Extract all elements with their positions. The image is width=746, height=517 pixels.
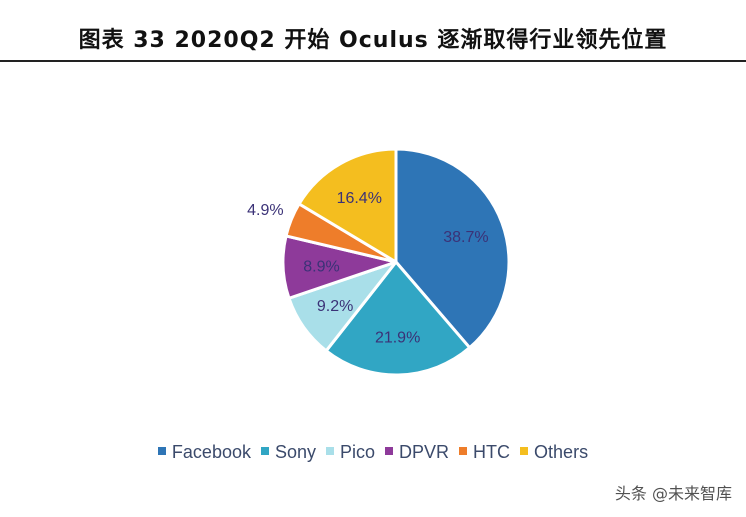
legend-item-htc: HTC [459, 442, 510, 463]
pie-slice-sony [324, 260, 472, 377]
chart-legend: Facebook Sony Pico DPVR HTC Others [0, 442, 746, 463]
data-label-htc: 4.9% [247, 202, 283, 219]
legend-label-pico: Pico [340, 442, 376, 462]
legend-swatch-pico [326, 447, 335, 456]
legend-label-htc: HTC [473, 442, 511, 462]
figure-title: 图表 33 2020Q2 开始 Oculus 逐渐取得行业领先位置 [78, 28, 668, 53]
legend-label-others: Others [534, 442, 589, 462]
data-label-facebook: 38.7% [443, 229, 488, 246]
data-label-others: 16.4% [337, 190, 382, 207]
legend-item-pico: Pico [326, 442, 375, 463]
legend-swatch-facebook [157, 447, 166, 456]
legend-item-facebook: Facebook [157, 442, 251, 463]
legend-item-dpvr: DPVR [385, 442, 449, 463]
legend-swatch-dpvr [385, 447, 394, 456]
pie-slice-facebook [394, 147, 511, 350]
data-label-pico: 9.2% [317, 298, 353, 315]
legend-swatch-htc [459, 447, 468, 456]
data-label-dpvr: 8.9% [303, 259, 339, 276]
legend-label-sony: Sony [274, 442, 317, 462]
legend-swatch-sony [260, 447, 269, 456]
pie-slice-others [297, 147, 398, 264]
legend-label-dpvr: DPVR [399, 442, 450, 462]
legend-label-facebook: Facebook [171, 442, 251, 462]
watermark-text: 头条 @未来智库 [614, 484, 732, 503]
legend-swatch-others [520, 447, 529, 456]
legend-item-sony: Sony [260, 442, 317, 463]
legend-item-others: Others [520, 442, 588, 463]
title-underline [0, 60, 746, 62]
data-label-sony: 21.9% [375, 330, 420, 347]
